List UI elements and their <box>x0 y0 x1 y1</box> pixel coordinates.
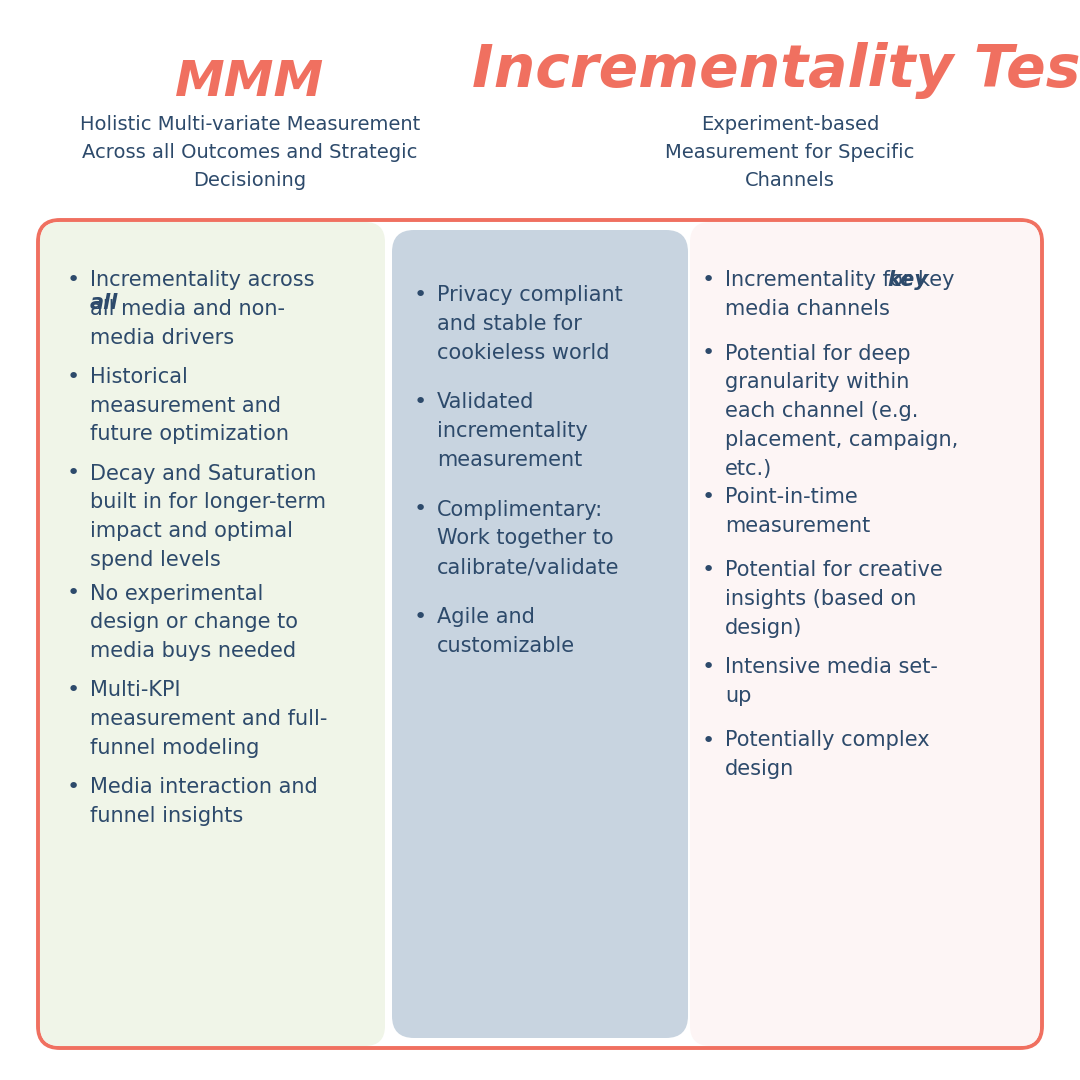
Text: •: • <box>66 777 80 797</box>
Text: •: • <box>414 285 427 305</box>
Text: •: • <box>701 270 715 291</box>
Text: Agile and
customizable: Agile and customizable <box>437 607 576 656</box>
Text: •: • <box>414 607 427 626</box>
Text: MMM: MMM <box>175 58 325 106</box>
Text: Point-in-time
measurement: Point-in-time measurement <box>725 487 870 536</box>
Text: •: • <box>414 392 427 413</box>
Text: •: • <box>701 561 715 580</box>
Text: Holistic Multi-variate Measurement
Across all Outcomes and Strategic
Decisioning: Holistic Multi-variate Measurement Acros… <box>80 114 420 190</box>
Text: •: • <box>701 730 715 751</box>
Text: •: • <box>66 680 80 700</box>
Text: all: all <box>90 294 119 313</box>
Text: Incrementality for key
media channels: Incrementality for key media channels <box>725 270 955 319</box>
Text: Historical
measurement and
future optimization: Historical measurement and future optimi… <box>90 367 289 444</box>
Text: •: • <box>66 583 80 604</box>
Text: No experimental
design or change to
media buys needed: No experimental design or change to medi… <box>90 583 298 661</box>
Text: Complimentary:
Work together to
calibrate/validate: Complimentary: Work together to calibrat… <box>437 499 620 577</box>
Text: •: • <box>701 657 715 677</box>
FancyBboxPatch shape <box>38 220 1042 1048</box>
Text: Validated
incrementality
measurement: Validated incrementality measurement <box>437 392 588 470</box>
Text: Multi-KPI
measurement and full-
funnel modeling: Multi-KPI measurement and full- funnel m… <box>90 680 327 758</box>
Text: key: key <box>888 270 929 291</box>
Text: Experiment-based
Measurement for Specific
Channels: Experiment-based Measurement for Specifi… <box>665 114 915 190</box>
Text: Incrementality Test: Incrementality Test <box>472 42 1080 99</box>
FancyBboxPatch shape <box>40 222 384 1047</box>
Text: •: • <box>701 343 715 364</box>
Text: •: • <box>66 367 80 387</box>
Text: •: • <box>414 499 427 519</box>
Text: Potentially complex
design: Potentially complex design <box>725 730 930 780</box>
Text: Decay and Saturation
built in for longer-term
impact and optimal
spend levels: Decay and Saturation built in for longer… <box>90 463 326 570</box>
Text: •: • <box>701 487 715 507</box>
FancyBboxPatch shape <box>392 230 688 1038</box>
FancyBboxPatch shape <box>690 222 1040 1047</box>
Text: •: • <box>66 270 80 291</box>
Text: Potential for deep
granularity within
each channel (e.g.
placement, campaign,
et: Potential for deep granularity within ea… <box>725 343 958 478</box>
Text: Media interaction and
funnel insights: Media interaction and funnel insights <box>90 777 318 826</box>
Text: Privacy compliant
and stable for
cookieless world: Privacy compliant and stable for cookiel… <box>437 285 623 363</box>
Text: Intensive media set-
up: Intensive media set- up <box>725 657 937 706</box>
Text: •: • <box>66 463 80 484</box>
Text: Incrementality across
all media and non-
media drivers: Incrementality across all media and non-… <box>90 270 314 348</box>
Text: Potential for creative
insights (based on
design): Potential for creative insights (based o… <box>725 561 943 638</box>
